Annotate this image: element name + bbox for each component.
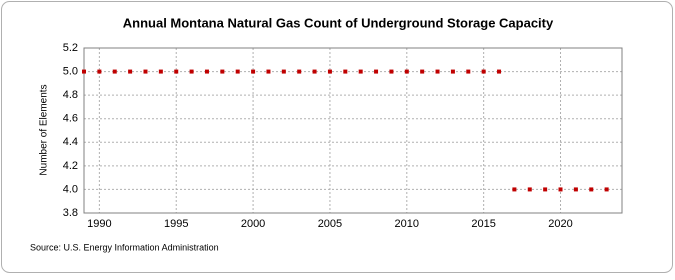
point — [128, 69, 133, 74]
point — [481, 69, 486, 74]
y-tick-label: 4.4 — [63, 136, 78, 148]
point — [204, 69, 209, 74]
x-tick-label: 1990 — [87, 218, 111, 230]
point — [558, 187, 563, 192]
point — [266, 69, 271, 74]
y-tick-label: 4.8 — [63, 89, 78, 101]
point — [251, 69, 256, 74]
x-tick-label: 2020 — [548, 218, 572, 230]
point — [389, 69, 394, 74]
y-tick-label: 4.0 — [63, 183, 78, 195]
point — [189, 69, 194, 74]
point — [235, 69, 240, 74]
point — [143, 69, 148, 74]
y-tick-label: 4.2 — [63, 160, 78, 172]
source: Source: U.S. Energy Information Administ… — [30, 242, 219, 252]
point — [420, 69, 425, 74]
point — [435, 69, 440, 74]
point — [358, 69, 363, 74]
x-tick-label: 2015 — [471, 218, 495, 230]
x-tick-label: 2005 — [318, 218, 342, 230]
point — [312, 69, 317, 74]
point — [281, 69, 286, 74]
y-tick-label: 5.0 — [63, 65, 78, 77]
point — [497, 69, 502, 74]
x-tick-label: 2000 — [241, 218, 265, 230]
point — [573, 187, 578, 192]
point — [527, 187, 532, 192]
point — [82, 69, 86, 74]
point — [543, 187, 548, 192]
point — [327, 69, 332, 74]
x-tick-label: 1995 — [164, 218, 188, 230]
y-tick-label: 3.8 — [63, 207, 78, 219]
point — [589, 187, 594, 192]
point — [604, 187, 609, 192]
point — [343, 69, 348, 74]
point — [158, 69, 163, 74]
y-tick-label: 5.2 — [63, 42, 78, 54]
y-tick-label: 4.6 — [63, 113, 78, 125]
x-tick-label: 2010 — [395, 218, 419, 230]
point — [220, 69, 225, 74]
point — [450, 69, 455, 74]
point — [97, 69, 102, 74]
point — [174, 69, 179, 74]
frame — [1, 1, 673, 273]
point — [512, 187, 517, 192]
y-axis-label: Number of Elements — [39, 84, 50, 175]
point — [297, 69, 302, 74]
point — [404, 69, 409, 74]
chart-title: Annual Montana Natural Gas Count of Unde… — [123, 15, 554, 30]
point — [466, 69, 471, 74]
plot-area — [83, 47, 623, 214]
point — [112, 69, 117, 74]
point — [374, 69, 379, 74]
